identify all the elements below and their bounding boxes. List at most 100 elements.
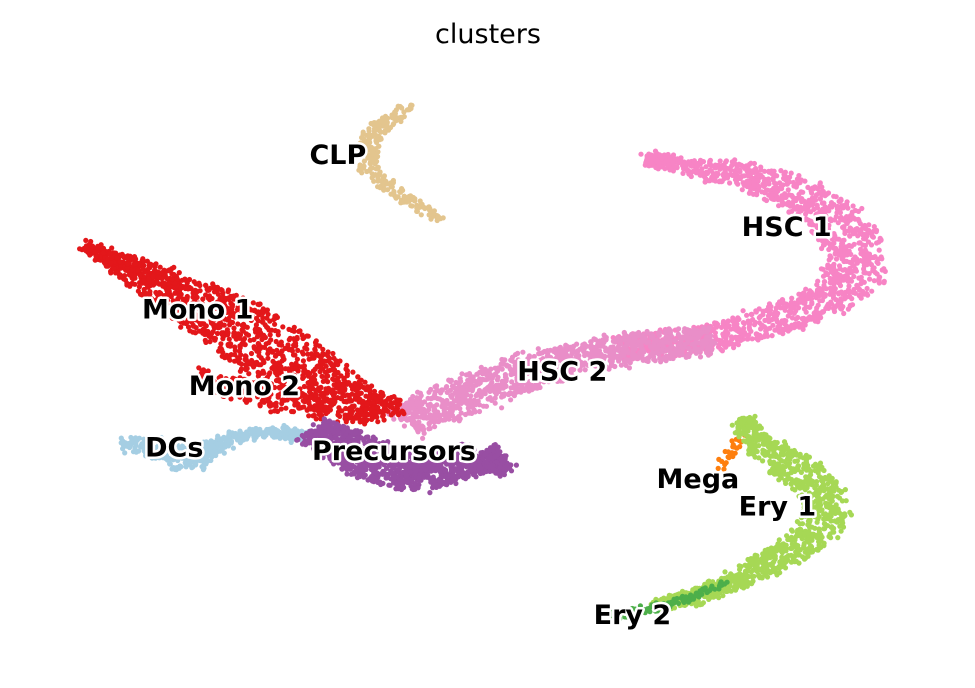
data-point [411, 406, 417, 412]
data-point [859, 258, 866, 264]
data-point [784, 326, 790, 332]
data-point [745, 170, 751, 176]
data-point [692, 344, 698, 350]
data-point [468, 393, 474, 399]
data-point [191, 279, 197, 285]
data-point [697, 354, 704, 360]
data-point [841, 310, 847, 317]
data-point [294, 334, 300, 341]
data-point [154, 280, 160, 286]
data-point [776, 299, 783, 305]
data-point [360, 163, 367, 169]
data-point [197, 288, 203, 294]
data-point [840, 267, 846, 273]
data-point [846, 289, 853, 295]
data-point [301, 368, 307, 375]
data-point [358, 377, 364, 383]
data-point [745, 318, 751, 324]
data-point [761, 178, 768, 184]
data-point [664, 334, 670, 340]
data-point [347, 407, 353, 413]
data-point [828, 290, 834, 296]
data-point [637, 343, 643, 349]
data-point [265, 355, 271, 361]
data-point [772, 312, 779, 318]
data-point [727, 165, 733, 171]
data-point [410, 418, 416, 424]
data-point [795, 314, 801, 321]
data-point [761, 168, 768, 174]
data-point [406, 409, 412, 415]
data-point [377, 185, 383, 191]
data-point [418, 409, 424, 415]
data-point [375, 419, 381, 425]
data-point [350, 418, 356, 425]
data-point [754, 190, 760, 197]
data-point [199, 464, 205, 470]
data-point [330, 387, 336, 393]
data-point [762, 332, 768, 338]
data-point [770, 170, 777, 177]
data-point [286, 337, 292, 343]
data-point [410, 194, 416, 201]
data-point [794, 176, 801, 182]
data-point [375, 404, 381, 411]
data-point [306, 405, 312, 412]
data-point [275, 332, 281, 338]
data-point [300, 375, 306, 381]
data-point [851, 231, 857, 237]
data-point [337, 413, 343, 419]
data-point [724, 175, 731, 181]
data-point [848, 278, 855, 284]
data-point [831, 308, 838, 315]
data-point [553, 350, 559, 356]
data-point [644, 157, 650, 163]
data-point [377, 169, 383, 175]
data-point [866, 222, 872, 228]
data-point [244, 359, 250, 365]
data-point [828, 254, 834, 261]
data-point [251, 337, 257, 343]
data-point [600, 343, 606, 349]
data-point [312, 372, 318, 378]
data-point [657, 153, 663, 159]
data-point [780, 319, 787, 325]
data-point [724, 329, 730, 335]
cluster-hsc-2-points [386, 325, 718, 441]
data-point [648, 160, 654, 166]
data-point [852, 254, 858, 260]
data-point [735, 162, 741, 168]
data-point [522, 386, 528, 392]
data-point [365, 155, 371, 161]
data-point [301, 383, 307, 390]
data-point [218, 341, 224, 347]
data-point [406, 193, 412, 199]
data-point [289, 361, 295, 367]
data-point [763, 197, 770, 204]
data-point [750, 168, 756, 174]
data-point [776, 203, 782, 209]
data-point [828, 277, 834, 283]
data-point [508, 367, 514, 374]
data-point [616, 358, 622, 364]
data-point [826, 222, 832, 228]
data-point [264, 315, 270, 321]
data-point [503, 362, 510, 368]
data-point [391, 188, 397, 195]
data-point [693, 170, 699, 176]
data-point [836, 290, 842, 296]
data-point [806, 197, 812, 203]
data-point [803, 309, 809, 315]
data-point [225, 355, 231, 361]
data-point [271, 316, 277, 323]
data-point [203, 339, 209, 345]
data-point [245, 332, 252, 338]
data-point [132, 261, 139, 267]
data-point [133, 443, 139, 449]
data-point [621, 330, 628, 336]
data-point [483, 403, 490, 409]
data-point [487, 371, 494, 378]
data-point [118, 435, 124, 441]
data-point [421, 204, 427, 210]
data-point [301, 398, 307, 404]
